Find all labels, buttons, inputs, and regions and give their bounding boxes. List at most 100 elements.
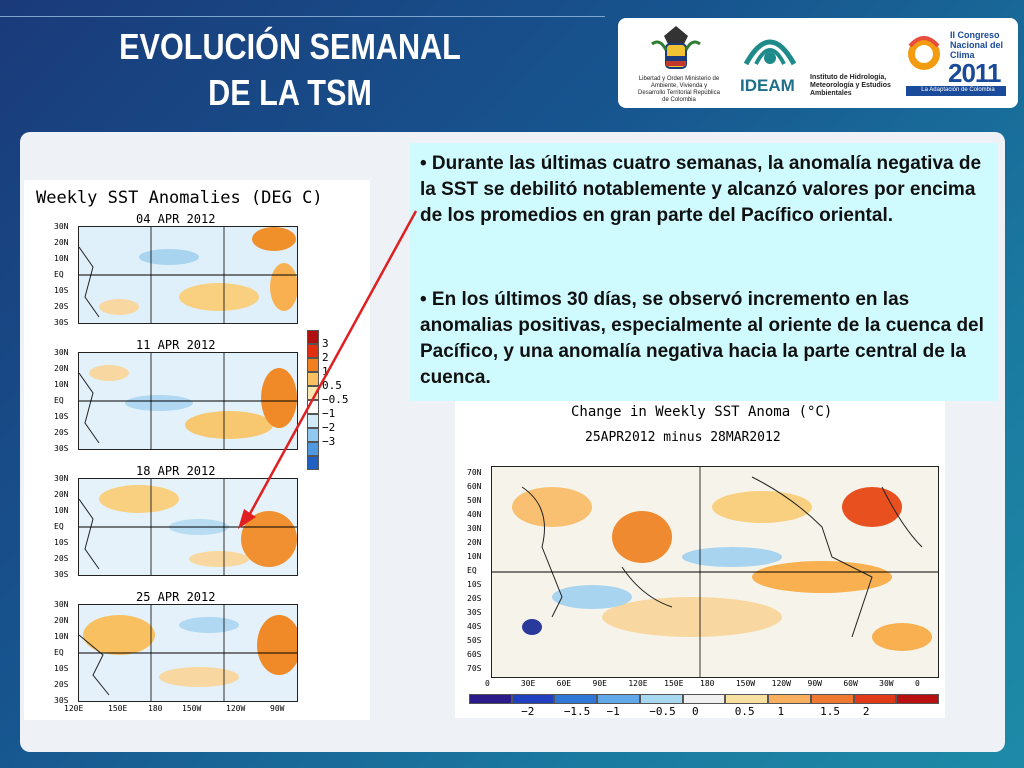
panel-date-label: 04 APR 2012 — [136, 212, 216, 226]
lon-tick: 120E — [64, 704, 84, 713]
right-figure-subtitle: 25APR2012 minus 28MAR2012 — [585, 430, 781, 445]
lat-tick: EQ — [54, 522, 64, 531]
colorbar-label: −1 — [606, 705, 620, 718]
colorbar-label: −0.5 — [322, 393, 349, 406]
bullet-point: • En los últimos 30 días, se observó inc… — [420, 289, 984, 388]
anomaly-colorbar: 3 2 1 0.5 −0.5 −1 −2 −3 — [307, 330, 367, 470]
lat-tick: EQ — [467, 566, 477, 575]
lon-tick: 0 — [485, 679, 490, 688]
lon-tick: 90W — [807, 679, 822, 688]
lon-tick: 180 — [148, 704, 163, 713]
lat-tick: 70N — [467, 468, 482, 477]
lat-tick: 50N — [467, 496, 482, 505]
lat-tick: 30S — [54, 696, 69, 705]
lon-tick: 150E — [664, 679, 684, 688]
colorbar-label: −2 — [322, 421, 336, 434]
colorbar-swatch — [597, 694, 640, 704]
lat-tick: 10N — [54, 380, 69, 389]
lon-tick: 60W — [843, 679, 858, 688]
page-title: EVOLUCIÓN SEMANAL DE LA TSM — [95, 24, 486, 116]
lat-tick: 60N — [467, 482, 482, 491]
left-figure-title: Weekly SST Anomalies (DEG C) — [36, 188, 323, 208]
congress-tagline: La Adaptación de Colombia — [921, 87, 995, 93]
congreso-clima-logo — [906, 36, 1006, 96]
lat-tick: 20S — [54, 680, 69, 689]
longitude-axis: 120E 150E 180 150W 120W 90W — [64, 704, 324, 718]
colorbar-label: −1 — [322, 407, 336, 420]
colorbar-label: 1 — [777, 705, 785, 718]
lat-tick: 20N — [467, 538, 482, 547]
lon-tick: 120W — [226, 704, 246, 713]
lat-tick: 30S — [467, 608, 482, 617]
lat-tick: 30N — [54, 222, 69, 231]
sst-change-figure: Change in Weekly SST Anoma (°C) 25APR201… — [455, 392, 945, 718]
congress-year: 2011 — [948, 58, 1001, 88]
lat-tick: 10N — [54, 632, 69, 641]
colorbar-swatch — [853, 694, 897, 704]
lat-tick: 30N — [54, 600, 69, 609]
page-title-line1: EVOLUCIÓN SEMANAL — [119, 26, 461, 67]
lat-tick: 20S — [467, 594, 482, 603]
lon-tick: 120E — [628, 679, 648, 688]
lat-tick: 10S — [54, 538, 69, 547]
logo-strip: Libertad y Orden Ministerio de Ambiente,… — [618, 18, 1018, 108]
lon-tick: 0 — [915, 679, 920, 688]
anomaly-map-panel — [78, 604, 298, 702]
colorbar-label: 0.5 — [322, 379, 342, 392]
lon-tick: 30W — [879, 679, 894, 688]
colorbar-label: 0.5 — [734, 705, 755, 718]
lat-tick: 50S — [467, 636, 482, 645]
colorbar-swatch — [307, 456, 319, 470]
colorbar-swatch — [639, 694, 683, 704]
colorbar-swatch — [554, 694, 598, 704]
lat-tick: EQ — [54, 648, 64, 657]
lat-tick: 30S — [54, 318, 69, 327]
lon-tick: 180 — [700, 679, 715, 688]
anomaly-map-image — [79, 227, 297, 323]
lon-tick: 150E — [108, 704, 128, 713]
colorbar-label: 3 — [322, 337, 329, 350]
lat-tick: 60S — [467, 650, 482, 659]
lat-tick: 10S — [54, 286, 69, 295]
colorbar-label: −1.5 — [563, 705, 591, 718]
lat-tick: EQ — [54, 270, 64, 279]
colorbar-swatch — [469, 694, 512, 704]
colorbar-swatch — [307, 344, 319, 358]
ideam-logo-icon — [743, 39, 797, 66]
lat-tick: 70S — [467, 664, 482, 673]
anomaly-map-image — [79, 353, 297, 449]
lat-tick: 10N — [467, 552, 482, 561]
lat-tick: 20S — [54, 428, 69, 437]
lat-tick: 20N — [54, 490, 69, 499]
anomaly-map-panel — [78, 352, 298, 450]
lat-tick: 20N — [54, 616, 69, 625]
colorbar-swatch — [682, 694, 726, 704]
lat-tick: 10S — [54, 664, 69, 673]
colorbar-swatch — [307, 372, 319, 386]
global-sst-change-map-image — [492, 467, 938, 677]
colorbar-swatch — [307, 330, 319, 344]
lat-tick: 40S — [467, 622, 482, 631]
header-rule — [0, 16, 605, 17]
lat-tick: 30S — [54, 570, 69, 579]
colorbar-label: 1.5 — [820, 705, 841, 718]
lat-tick: 10S — [54, 412, 69, 421]
colorbar-label: 1 — [322, 365, 329, 378]
colorbar-label: 0 — [692, 705, 699, 718]
colorbar-swatch — [511, 694, 555, 704]
colombia-coat-of-arms-logo — [651, 26, 701, 69]
lon-tick: 150W — [735, 679, 756, 688]
pointer-arrow — [238, 210, 418, 529]
colorbar-swatch — [810, 694, 854, 704]
anomaly-map-panel — [78, 226, 298, 324]
panel-date-label: 11 APR 2012 — [136, 338, 216, 352]
colorbar-swatch — [896, 694, 939, 704]
panel-date-label: 18 APR 2012 — [136, 464, 216, 478]
panel-date-label: 25 APR 2012 — [136, 590, 216, 604]
colorbar-label: 2 — [322, 351, 329, 364]
colorbar-swatch — [307, 428, 319, 442]
ideam-acronym: IDEAM — [740, 76, 795, 95]
summary-text-box: • Durante las últimas cuatro semanas, la… — [410, 143, 998, 401]
page-title-line2: DE LA TSM — [208, 72, 372, 113]
colorbar-label: −3 — [322, 435, 336, 448]
